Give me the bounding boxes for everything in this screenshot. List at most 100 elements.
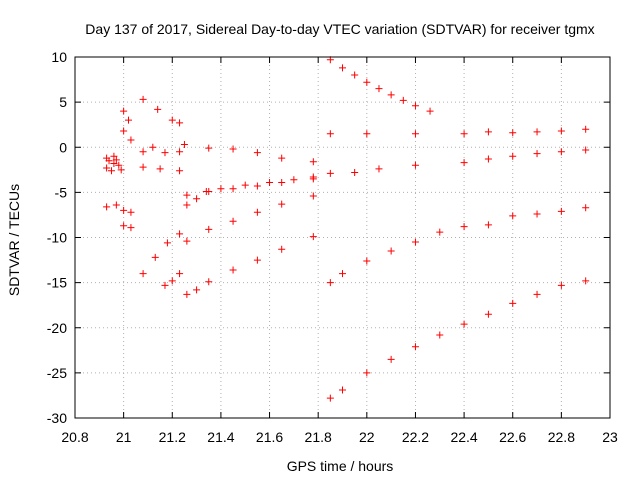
data-point bbox=[176, 148, 184, 156]
data-point bbox=[205, 144, 213, 152]
data-point bbox=[241, 181, 249, 189]
data-point bbox=[176, 119, 184, 127]
data-point bbox=[205, 278, 213, 286]
data-point bbox=[112, 201, 120, 209]
data-point bbox=[411, 102, 419, 110]
data-point bbox=[557, 207, 565, 215]
data-point bbox=[253, 149, 261, 157]
series-arc-10 bbox=[183, 233, 317, 298]
data-point bbox=[103, 164, 111, 172]
data-point bbox=[363, 369, 371, 377]
data-point bbox=[533, 290, 541, 298]
data-point bbox=[363, 130, 371, 138]
data-point bbox=[460, 320, 468, 328]
data-point bbox=[112, 156, 120, 164]
grid-layer bbox=[75, 57, 610, 418]
x-tick-label: 22.6 bbox=[499, 429, 526, 445]
data-point bbox=[326, 394, 334, 402]
data-point bbox=[161, 281, 169, 289]
data-point bbox=[120, 107, 128, 115]
data-point bbox=[103, 203, 111, 211]
series-arc-12 bbox=[326, 125, 590, 138]
data-point bbox=[582, 277, 590, 285]
data-point bbox=[253, 208, 261, 216]
x-tick-label: 20.8 bbox=[61, 429, 88, 445]
data-point bbox=[339, 270, 346, 278]
x-tick-label: 23 bbox=[602, 429, 618, 445]
data-point bbox=[205, 225, 213, 233]
x-tick-labels: 20.8 21 21.2 21.4 21.6 21.8 22 22.2 22.4 22.6 22.8… bbox=[61, 429, 618, 445]
data-point bbox=[339, 386, 346, 394]
data-point bbox=[509, 129, 517, 137]
x-tick-label: 21.2 bbox=[159, 429, 186, 445]
data-point bbox=[229, 185, 237, 193]
data-point bbox=[139, 270, 147, 278]
y-tick-labels: -30 -25 -20 -15 -10 -5 0 5 10 bbox=[47, 49, 67, 426]
data-point bbox=[105, 157, 113, 165]
data-point bbox=[533, 128, 541, 136]
chart-title: Day 137 of 2017, Sidereal Day-to-day VTE… bbox=[85, 21, 594, 37]
y-tick-label: -30 bbox=[47, 410, 67, 426]
data-point bbox=[161, 149, 169, 157]
data-point bbox=[411, 130, 419, 138]
y-tick-label: 0 bbox=[59, 139, 67, 155]
data-point bbox=[326, 130, 334, 138]
data-point bbox=[309, 233, 317, 241]
data-point bbox=[183, 237, 191, 245]
data-points bbox=[103, 56, 590, 402]
data-point bbox=[202, 187, 210, 195]
data-point bbox=[154, 105, 162, 113]
data-point bbox=[460, 223, 468, 231]
data-point bbox=[375, 85, 383, 93]
data-point bbox=[436, 228, 444, 236]
y-tick-label: -25 bbox=[47, 365, 67, 381]
series-cluster-e bbox=[120, 107, 132, 124]
data-point bbox=[125, 116, 132, 124]
data-point bbox=[484, 128, 492, 136]
data-point bbox=[120, 127, 128, 135]
data-point bbox=[582, 125, 590, 133]
data-point bbox=[127, 208, 135, 216]
data-point bbox=[115, 161, 123, 169]
series-arc-9 bbox=[183, 192, 317, 245]
x-tick-label: 21 bbox=[116, 429, 132, 445]
series-arc-8 bbox=[183, 175, 317, 209]
data-point bbox=[375, 165, 383, 173]
data-point bbox=[217, 185, 225, 193]
series-arc-6 bbox=[180, 141, 317, 166]
data-point bbox=[351, 71, 359, 79]
data-point bbox=[309, 192, 317, 200]
data-point bbox=[509, 212, 517, 220]
data-point bbox=[278, 245, 286, 253]
data-point bbox=[139, 163, 147, 171]
data-point bbox=[411, 343, 419, 351]
data-point bbox=[326, 279, 334, 287]
data-point bbox=[253, 182, 261, 190]
x-tick-label: 21.6 bbox=[256, 429, 283, 445]
data-point bbox=[309, 158, 317, 166]
data-point bbox=[168, 116, 176, 124]
data-point bbox=[582, 204, 590, 212]
data-point bbox=[387, 247, 395, 255]
y-tick-label: 5 bbox=[59, 94, 67, 110]
data-point bbox=[363, 78, 371, 86]
data-point bbox=[411, 238, 419, 246]
data-point bbox=[139, 95, 147, 103]
data-point bbox=[120, 206, 128, 214]
data-point bbox=[229, 145, 237, 153]
series-cluster-a3 bbox=[103, 156, 120, 175]
data-point bbox=[229, 266, 237, 274]
data-point bbox=[176, 167, 184, 175]
data-point bbox=[290, 176, 298, 184]
data-point bbox=[399, 96, 407, 104]
y-tick-label: -10 bbox=[47, 230, 67, 246]
data-point bbox=[110, 152, 118, 160]
data-point bbox=[363, 257, 371, 265]
data-point bbox=[582, 146, 590, 154]
y-tick-label: -20 bbox=[47, 320, 67, 336]
y-tick-label: -15 bbox=[47, 275, 67, 291]
data-point bbox=[107, 167, 115, 175]
data-point bbox=[326, 169, 334, 177]
x-tick-label: 22.4 bbox=[450, 429, 477, 445]
data-point bbox=[533, 150, 541, 158]
